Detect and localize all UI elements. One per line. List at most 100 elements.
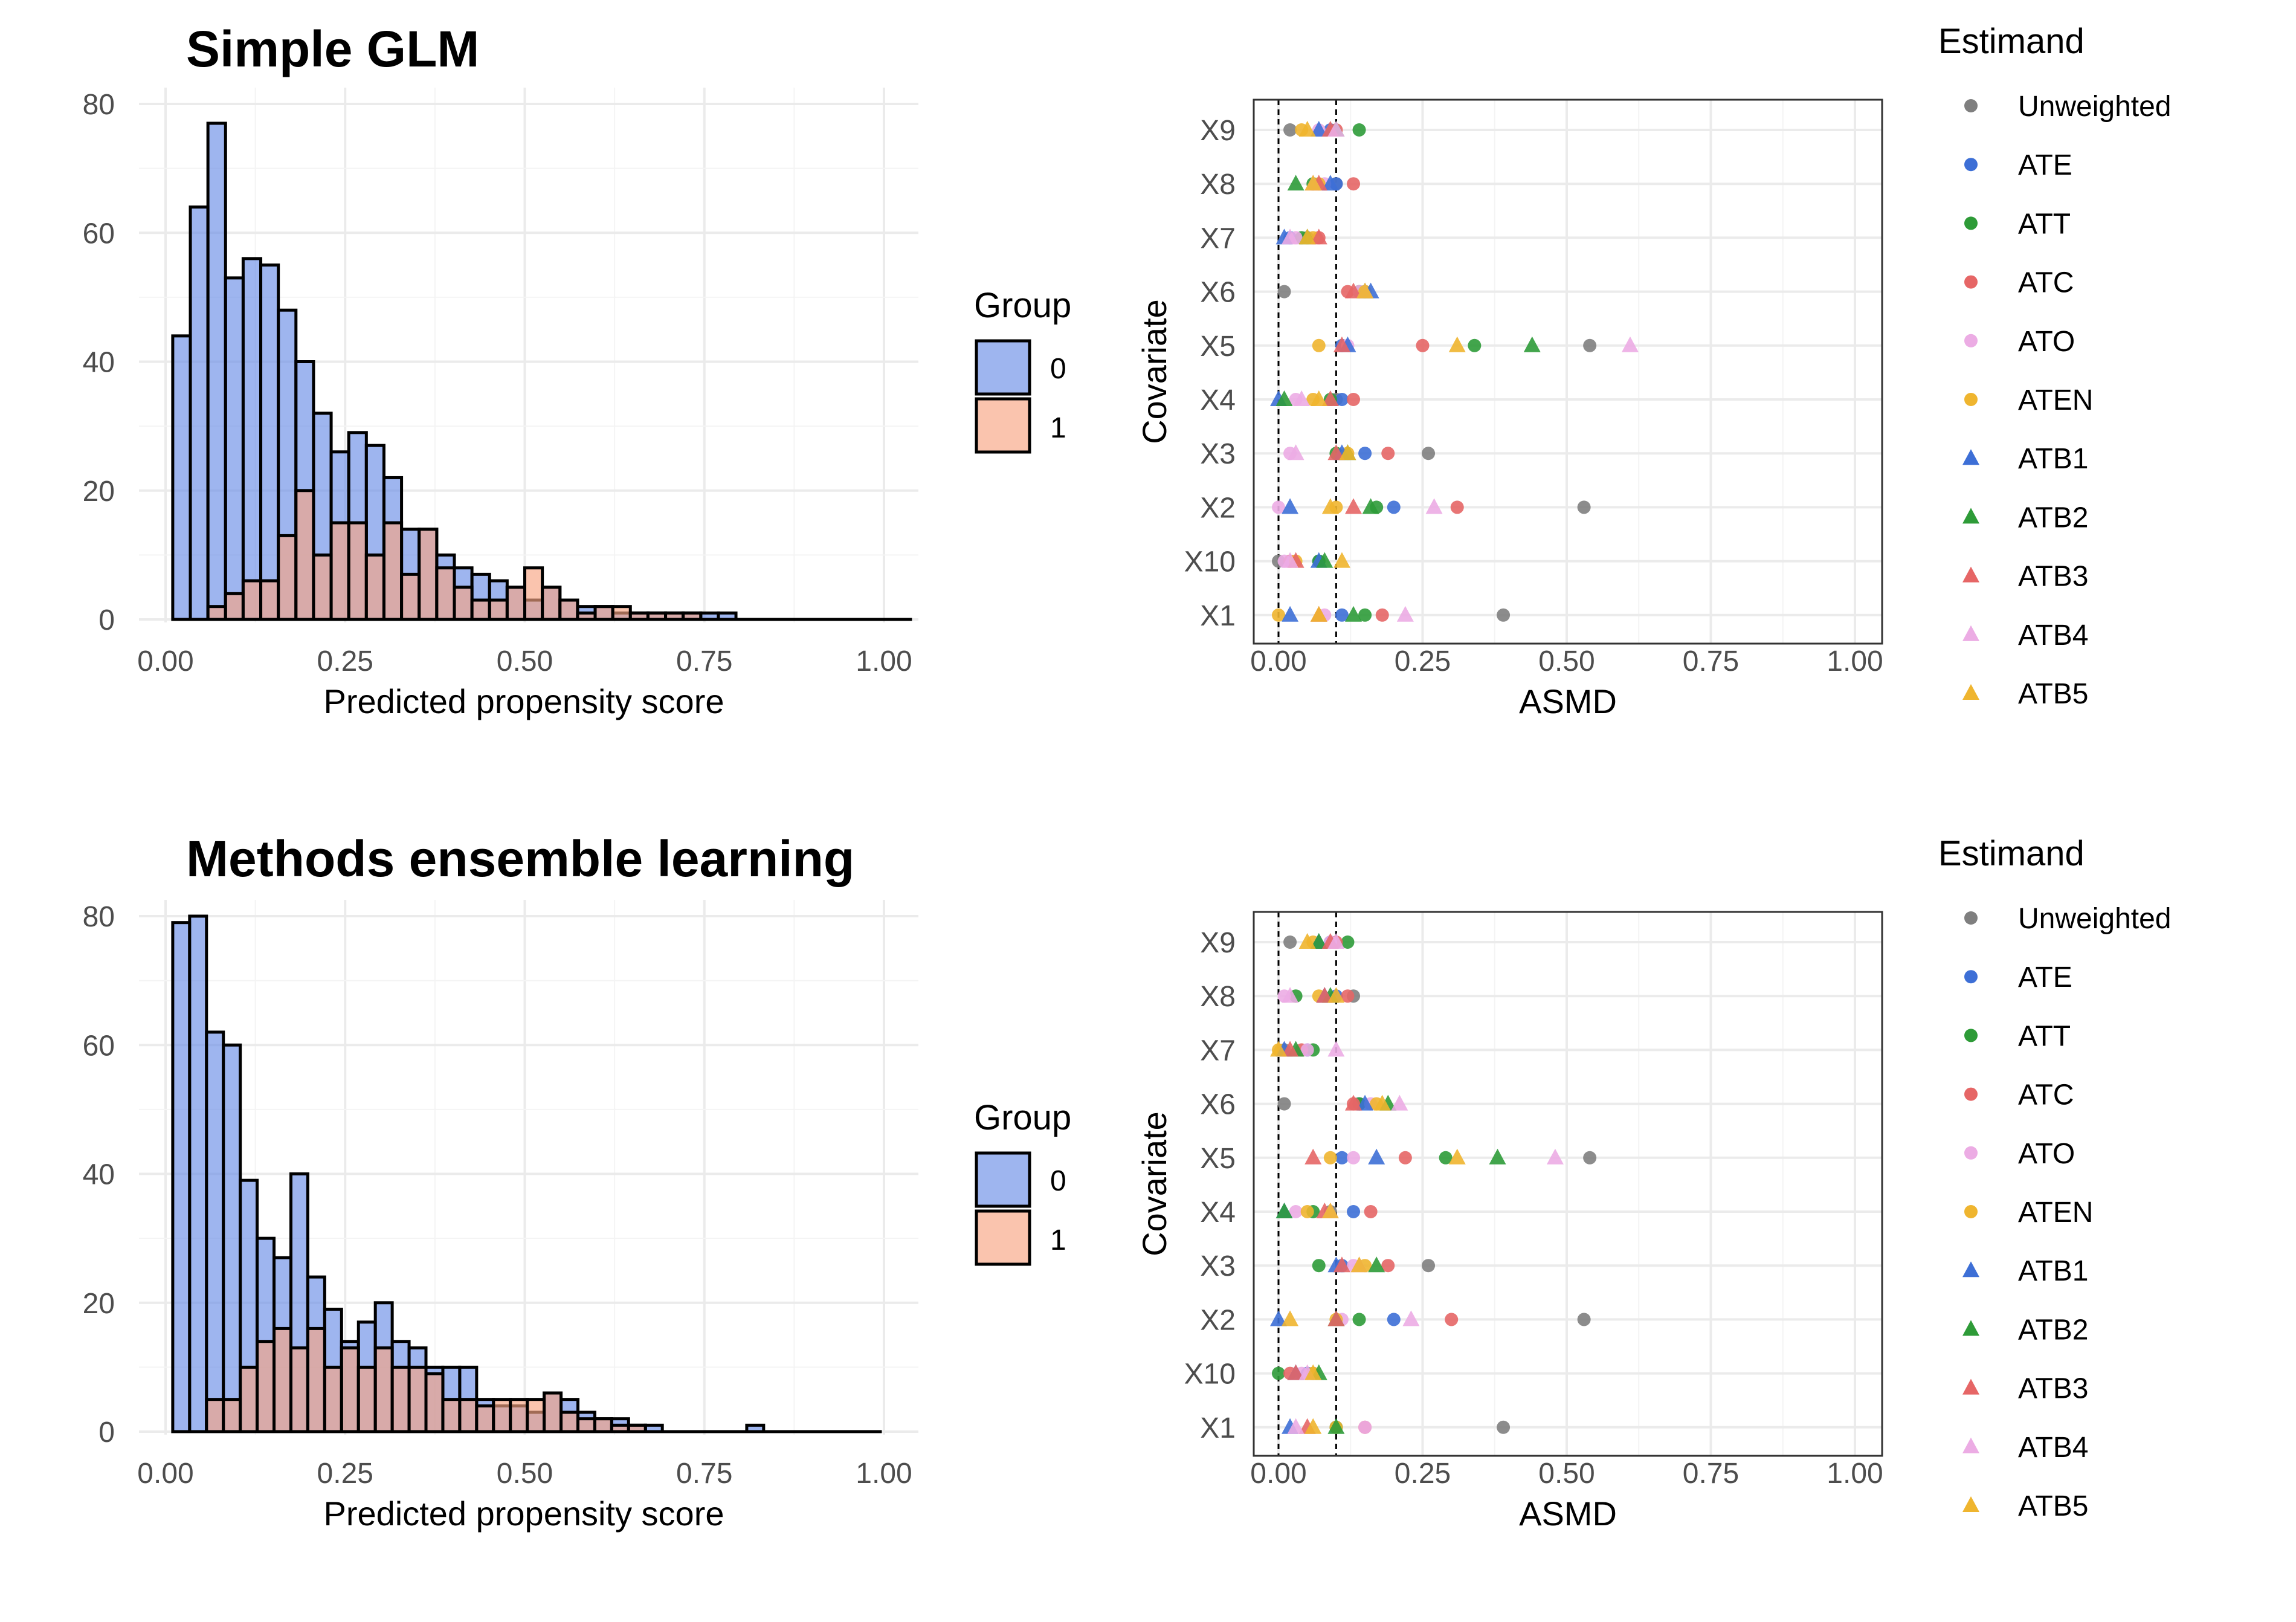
hist-bar-group-1 (475, 1404, 495, 1433)
hist-bar-group-1 (382, 521, 404, 621)
point-att (1341, 935, 1355, 949)
hist-bar-group-1 (400, 572, 421, 621)
point-atb5 (1356, 282, 1374, 299)
covariate-label: X2 (1200, 492, 1236, 524)
hist-bar-group-1 (470, 598, 491, 621)
x-axis-title: Predicted propensity score (323, 682, 724, 720)
covariate-label: X4 (1200, 384, 1236, 416)
point-atb3 (1282, 1041, 1299, 1057)
hist-bar-group-1 (559, 1410, 579, 1433)
point-atb5 (1282, 1310, 1299, 1326)
hist-bar-group-1 (340, 1346, 360, 1433)
hist-bar-group-1 (306, 1326, 326, 1433)
y-tick-label: 60 (83, 218, 115, 250)
point-unweighted (1583, 1151, 1597, 1165)
legend-label-group-1: 1 (1050, 412, 1066, 444)
legend-key-ato (1964, 1146, 1978, 1160)
x-tick-label: 0.75 (676, 645, 732, 677)
point-atb4 (1287, 444, 1304, 460)
legend-label-atb4: ATB4 (2018, 619, 2088, 651)
point-atb5 (1321, 1203, 1339, 1218)
point-atb4 (1621, 336, 1639, 352)
covariate-label: X10 (1184, 546, 1236, 578)
hist-bar-group-1 (492, 1398, 512, 1433)
point-att (1352, 123, 1366, 137)
point-ato (1300, 1043, 1314, 1057)
legend-key-group-1 (975, 1209, 1031, 1266)
legend-key-unweighted (1964, 99, 1978, 112)
hist-bar-group-1 (441, 1398, 462, 1433)
hist-bar-group-1 (543, 1391, 563, 1433)
legend-label-unweighted: Unweighted (2018, 903, 2172, 935)
covariate-label: X9 (1200, 927, 1236, 959)
point-atb3 (1310, 228, 1327, 245)
hist-bar-group-1 (558, 598, 579, 621)
covariate-label: X2 (1200, 1304, 1236, 1336)
legend-title: Group (974, 286, 1071, 325)
point-atb2 (1275, 1203, 1293, 1218)
hist-bar-group-0 (241, 257, 263, 621)
point-atb4 (1546, 1148, 1564, 1165)
point-atb1 (1310, 121, 1327, 137)
covariate-label: X1 (1200, 1412, 1236, 1444)
x-tick-label: 0.00 (137, 1458, 193, 1490)
point-atc (1347, 393, 1361, 406)
legend-label-ate: ATE (2018, 961, 2072, 994)
hist-bar-group-0 (171, 334, 192, 621)
y-tick-label: 0 (98, 1417, 115, 1449)
point-atb3 (1345, 1094, 1362, 1111)
legend-key-atb4 (1962, 1437, 1979, 1453)
hist-bar-group-1 (224, 592, 245, 621)
covariate-label: X7 (1200, 1035, 1236, 1067)
x-tick-label: 0.50 (1538, 645, 1595, 677)
point-atb1 (1270, 1310, 1287, 1326)
point-atb3 (1345, 498, 1362, 514)
panel-title-ensemble: Methods ensemble learning (186, 830, 854, 887)
x-tick-label: 1.00 (1827, 645, 1883, 677)
hist-bar-group-1 (526, 1398, 546, 1433)
legend-key-atb2 (1962, 508, 1979, 524)
point-atb1 (1321, 175, 1339, 191)
hist-bar-group-1 (390, 1365, 411, 1433)
hist-bar-group-1 (256, 1340, 276, 1433)
point-ato (1272, 500, 1285, 514)
x-tick-label: 0.50 (497, 1458, 553, 1490)
point-atb5 (1304, 175, 1322, 191)
hist-bar-group-1 (593, 605, 614, 621)
hist-bar-group-1 (323, 1365, 343, 1433)
point-atb5 (1448, 336, 1466, 352)
hist-bar-group-0 (259, 263, 280, 621)
point-atb5 (1327, 987, 1345, 1003)
panel-border (1253, 99, 1883, 645)
x-tick-label: 0.50 (497, 645, 553, 677)
x-tick-label: 1.00 (856, 645, 912, 677)
point-ate (1387, 500, 1401, 514)
point-unweighted (1583, 338, 1597, 352)
legend-label-ato: ATO (2018, 1138, 2075, 1170)
point-atc (1416, 338, 1430, 352)
legend-key-atb1 (1962, 1261, 1979, 1278)
point-att (1439, 1151, 1453, 1165)
point-atb5 (1321, 498, 1339, 514)
covariate-label: X3 (1200, 438, 1236, 470)
point-atc (1341, 989, 1355, 1003)
y-tick-label: 40 (83, 347, 115, 379)
legend-key-group-0 (975, 339, 1031, 396)
legend-key-atb5 (1962, 684, 1979, 700)
hist-bar-group-1 (576, 1417, 596, 1433)
point-unweighted (1497, 1420, 1511, 1434)
hist-bar-group-1 (509, 1398, 529, 1433)
hist-bar-group-0 (224, 276, 245, 621)
hist-bar-group-1 (373, 1346, 394, 1433)
covariate-label: X3 (1200, 1250, 1236, 1282)
point-atb5 (1333, 552, 1350, 568)
point-atb2 (1310, 933, 1327, 949)
y-tick-label: 60 (83, 1030, 115, 1062)
point-atb5 (1304, 1418, 1322, 1434)
point-unweighted (1497, 608, 1511, 622)
legend-label-ato: ATO (2018, 326, 2075, 358)
legend-label-atc: ATC (2018, 1079, 2074, 1111)
point-atb4 (1396, 606, 1414, 622)
legend-key-atb2 (1962, 1320, 1979, 1336)
